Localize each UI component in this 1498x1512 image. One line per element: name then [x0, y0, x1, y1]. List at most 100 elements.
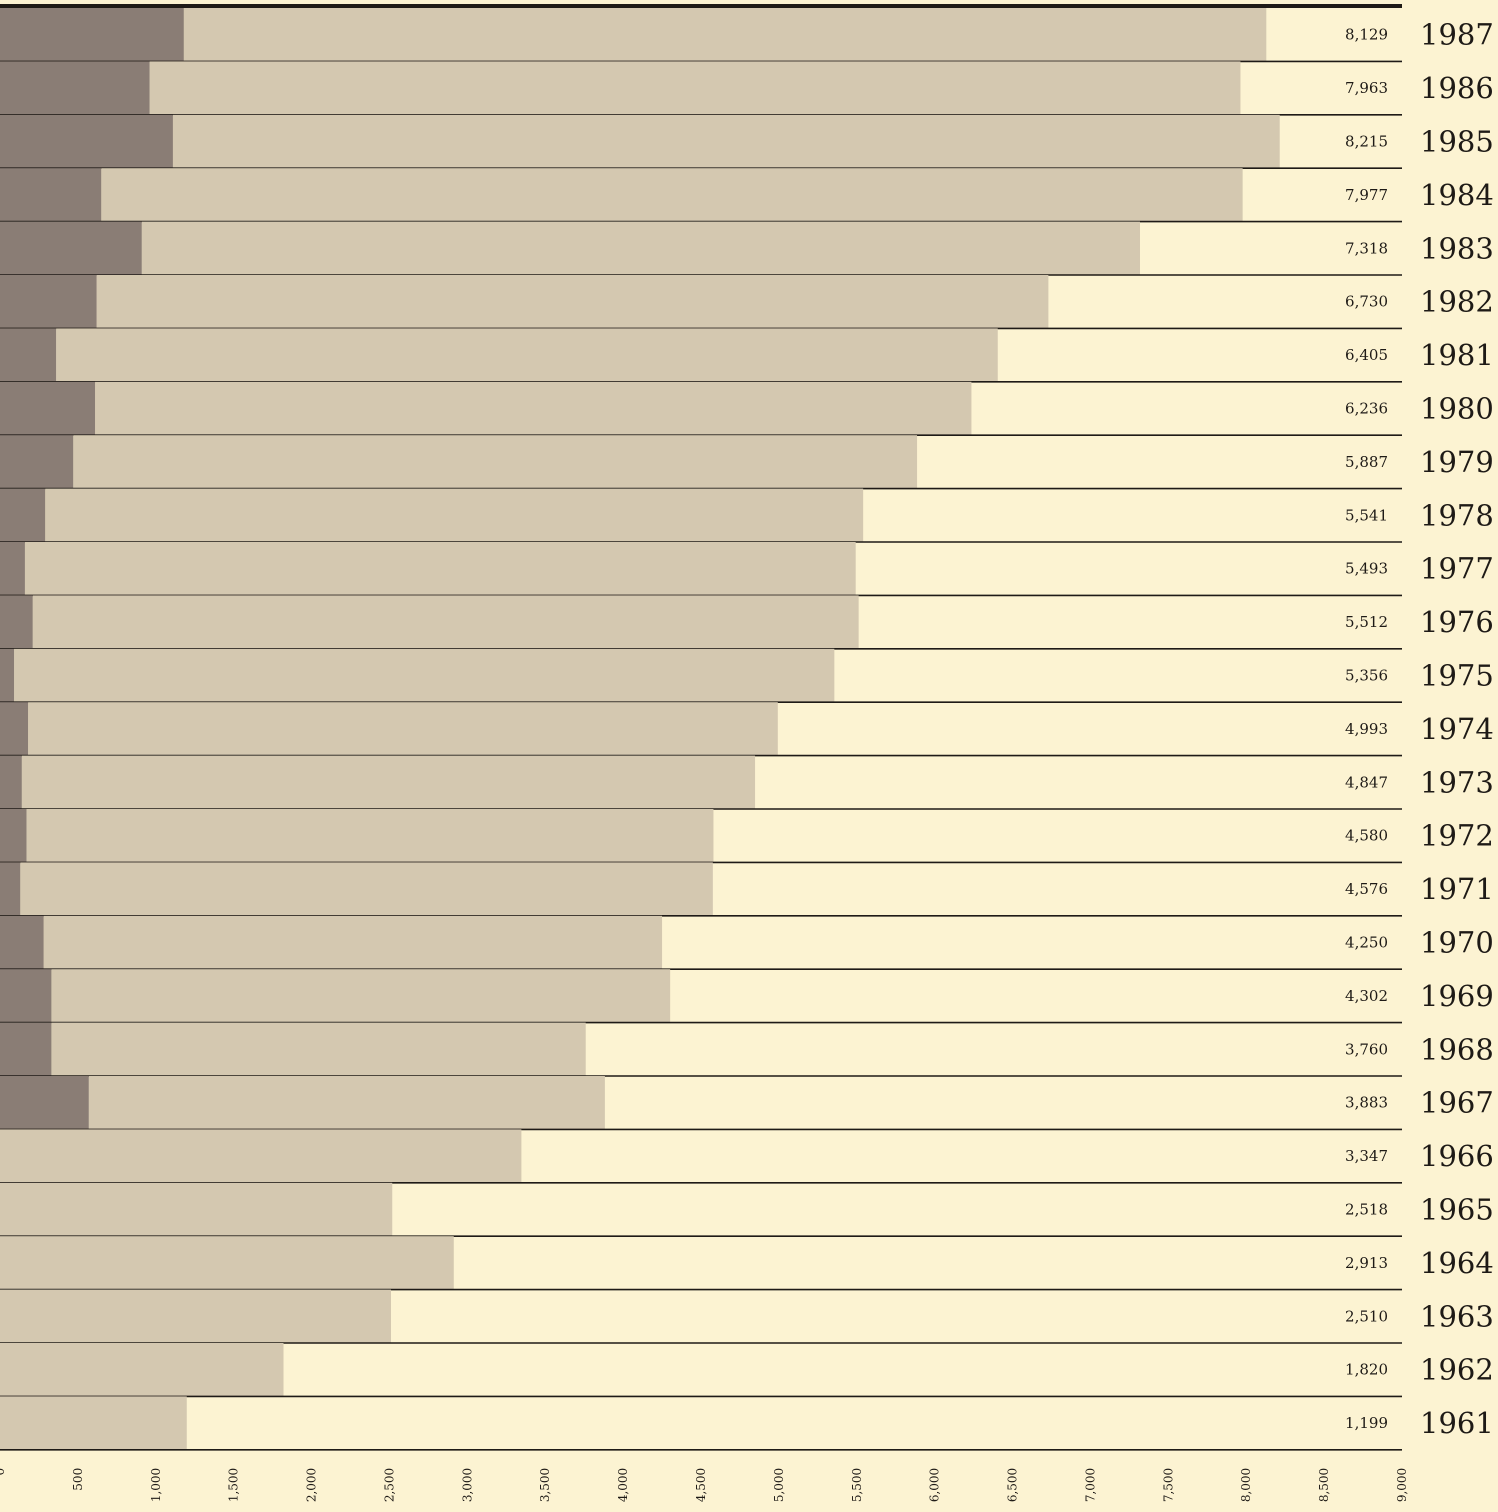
year-label: 1985	[1420, 125, 1494, 159]
total-value-label: 2,913	[1345, 1254, 1388, 1272]
year-label: 1966	[1420, 1139, 1494, 1173]
bar-segment-dark	[0, 755, 22, 809]
bar-segment-dark	[0, 648, 15, 703]
year-label: 1962	[1420, 1353, 1494, 1387]
bar-segment-dark	[0, 809, 27, 863]
year-label: 1965	[1420, 1193, 1494, 1227]
bar-segment-dark	[0, 435, 74, 489]
bar-segment-dark	[0, 61, 150, 115]
total-value-label: 4,847	[1345, 773, 1388, 791]
total-value-label: 8,215	[1345, 133, 1388, 151]
total-value-label: 4,576	[1345, 880, 1388, 898]
bar-segment-light	[0, 1289, 392, 1343]
bar-segment-dark	[0, 275, 97, 329]
year-label: 1964	[1420, 1246, 1494, 1280]
year-label: 1977	[1420, 552, 1494, 586]
bar-segment-light	[0, 1396, 187, 1450]
bar-segment-dark	[0, 1022, 52, 1076]
total-value-label: 5,541	[1345, 506, 1388, 524]
bar-segment-light	[141, 221, 1140, 275]
total-value-label: 7,977	[1345, 186, 1388, 204]
total-value-label: 5,512	[1345, 613, 1388, 631]
x-tick-label: 8,000	[1239, 1468, 1253, 1502]
year-label: 1961	[1420, 1406, 1494, 1440]
total-value-label: 2,518	[1345, 1201, 1388, 1219]
year-label: 1967	[1420, 1086, 1494, 1120]
total-value-label: 4,993	[1345, 720, 1388, 738]
bar-segment-light	[73, 435, 918, 489]
bar-segment-light	[14, 648, 835, 703]
bar-segment-light	[183, 8, 1267, 62]
total-value-label: 1,820	[1345, 1361, 1388, 1379]
year-label: 1971	[1420, 872, 1494, 906]
bar-segment-light	[88, 1076, 605, 1130]
bar-segment-dark	[0, 221, 142, 275]
bar-segment-dark	[0, 114, 173, 169]
year-label: 1983	[1420, 231, 1494, 265]
bar-segment-light	[0, 1182, 393, 1237]
bar-segment-light	[51, 969, 671, 1023]
bar-segment-light	[0, 1343, 284, 1397]
bar-segment-light	[149, 61, 1241, 115]
year-label: 1976	[1420, 605, 1494, 639]
year-label: 1973	[1420, 765, 1494, 799]
year-label: 1975	[1420, 659, 1494, 693]
bar-segment-light	[20, 862, 713, 916]
year-label: 1980	[1420, 392, 1494, 426]
x-tick-label: 2,000	[305, 1468, 319, 1502]
bar-segment-light	[45, 488, 864, 542]
total-value-label: 4,250	[1345, 934, 1388, 952]
bar-segment-light	[0, 1129, 522, 1183]
year-label: 1987	[1420, 18, 1494, 52]
bar-segment-light	[28, 702, 778, 756]
year-label: 1979	[1420, 445, 1494, 479]
total-value-label: 3,760	[1345, 1040, 1388, 1058]
bar-segment-light	[32, 595, 859, 649]
year-label: 1970	[1420, 926, 1494, 960]
total-value-label: 3,347	[1345, 1147, 1388, 1165]
bar-segment-dark	[0, 488, 46, 542]
bar-segment-dark	[0, 328, 57, 382]
x-tick-label: 4,000	[616, 1468, 630, 1502]
x-tick-label: 6,000	[928, 1468, 942, 1502]
total-value-label: 6,236	[1345, 400, 1388, 418]
total-value-label: 3,883	[1345, 1094, 1388, 1112]
year-label: 1981	[1420, 338, 1494, 372]
year-label: 1974	[1420, 712, 1494, 746]
bar-segment-dark	[0, 381, 96, 436]
total-value-label: 5,493	[1345, 560, 1388, 578]
bar-segment-dark	[0, 862, 21, 916]
year-label: 1972	[1420, 819, 1494, 853]
year-label: 1978	[1420, 498, 1494, 532]
x-tick-label: 7,500	[1161, 1468, 1175, 1502]
bar-segment-dark	[0, 915, 44, 970]
x-tick-label: 9,000	[1395, 1468, 1409, 1502]
bar-segment-dark	[0, 702, 29, 756]
bar-segment-light	[43, 915, 663, 970]
x-tick-label: 0	[0, 1468, 7, 1476]
total-value-label: 4,302	[1345, 987, 1388, 1005]
bar-segment-dark	[0, 168, 102, 222]
x-tick-label: 5,500	[850, 1468, 864, 1502]
bar-segment-light	[26, 809, 714, 863]
total-value-label: 2,510	[1345, 1307, 1388, 1325]
x-tick-label: 7,000	[1083, 1468, 1097, 1502]
x-tick-label: 1,500	[227, 1468, 241, 1502]
bar-segment-light	[0, 1236, 454, 1290]
x-tick-label: 1,000	[149, 1468, 163, 1502]
year-label: 1969	[1420, 979, 1494, 1013]
bar-segment-light	[51, 1022, 586, 1076]
total-value-label: 1,199	[1345, 1414, 1388, 1432]
total-value-label: 5,887	[1345, 453, 1388, 471]
year-label: 1982	[1420, 285, 1494, 319]
bar-segment-dark	[0, 969, 52, 1023]
x-tick-label: 500	[71, 1468, 85, 1491]
bar-segment-light	[21, 755, 756, 809]
bar-segment-light	[56, 328, 998, 382]
total-value-label: 5,356	[1345, 667, 1388, 685]
x-tick-label: 5,000	[772, 1468, 786, 1502]
bar-segment-light	[24, 542, 856, 596]
bar-segment-dark	[0, 595, 33, 649]
bar-segment-light	[172, 114, 1280, 169]
